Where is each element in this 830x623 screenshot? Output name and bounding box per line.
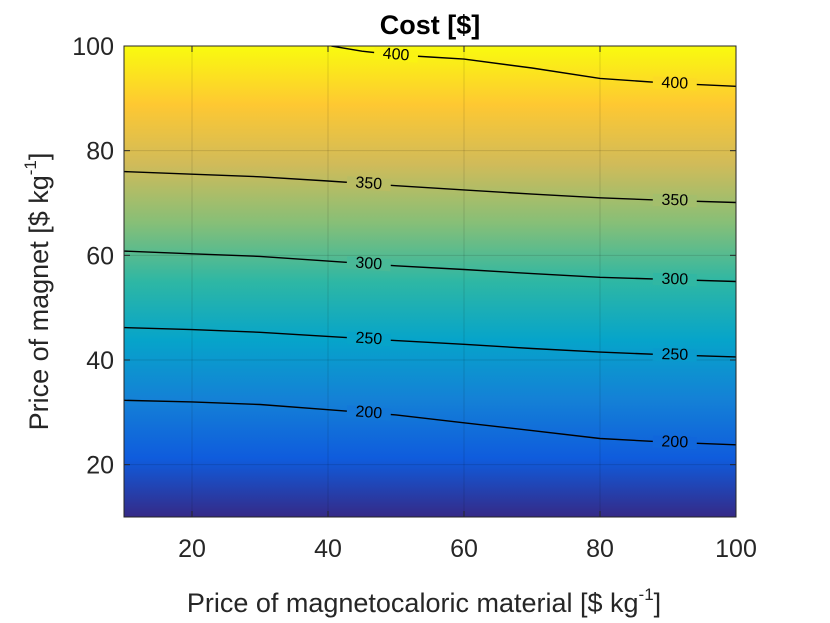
contour-label-gap — [652, 193, 697, 208]
y-axis-label-main: Price of magnet [$ kg — [24, 175, 54, 430]
plot-frame — [123, 45, 737, 518]
contour-label-text: 300 — [355, 254, 383, 273]
y-tick-label: 100 — [72, 33, 114, 61]
y-tick-label: 60 — [86, 242, 114, 270]
contour-label-text: 300 — [661, 271, 688, 289]
x-axis-label-end: ] — [654, 588, 662, 618]
x-tick-label: 20 — [178, 535, 206, 563]
y-tick-label: 80 — [86, 138, 114, 166]
x-axis-label: Price of magnetocaloric material [$ kg-1… — [187, 585, 661, 618]
contour-label-250: 250 — [652, 346, 697, 364]
contour-label-gap — [373, 47, 419, 63]
contour-label-250: 250 — [346, 330, 392, 349]
contour-label-gap — [346, 256, 392, 272]
contour-label-400: 400 — [373, 45, 419, 65]
contour-label-gap — [346, 331, 392, 347]
chart-title: Cost [$] — [380, 10, 481, 40]
contour-label-350: 350 — [346, 174, 392, 193]
contour-line-350 — [124, 170, 736, 204]
contour-label-gap — [652, 435, 698, 450]
axis-ticks: 20 40 60 80 100 20 40 60 80 100 — [72, 33, 757, 563]
contour-label-350: 350 — [652, 192, 697, 210]
contour-label-400: 400 — [652, 74, 698, 93]
x-tick-label: 40 — [314, 535, 342, 563]
x-axis-label-main: Price of magnetocaloric material [$ kg — [187, 588, 639, 618]
contour-label-text: 200 — [661, 433, 688, 451]
y-axis-label: Price of magnet [$ kg-1] — [21, 153, 54, 431]
contour-line-250 — [124, 326, 736, 358]
contour-line-400 — [331, 46, 736, 87]
contour-line-300 — [124, 250, 736, 283]
contour-label-200: 200 — [346, 403, 392, 422]
y-tick-label: 40 — [86, 347, 114, 375]
contour-label-text: 250 — [355, 330, 383, 349]
y-axis-label-end: ] — [24, 153, 54, 161]
contour-label-300: 300 — [652, 271, 697, 289]
contour-label-text: 350 — [661, 192, 688, 210]
contour-label-gap — [652, 348, 697, 362]
heatmap-surface — [124, 46, 736, 517]
y-axis-label-sup: -1 — [21, 160, 40, 175]
contour-label-300: 300 — [346, 254, 392, 273]
contour-label-gap — [652, 76, 698, 91]
contour-labels: 200 200 250 250 300 300 350 350 400 400 — [346, 45, 698, 451]
x-tick-label: 60 — [450, 535, 478, 563]
contour-label-gap — [346, 176, 392, 192]
x-tick-label: 80 — [586, 535, 614, 563]
x-axis-label-sup: -1 — [639, 585, 654, 604]
contour-label-gap — [346, 405, 392, 421]
x-tick-label: 100 — [715, 535, 757, 563]
contour-label-gap — [652, 272, 697, 287]
contour-label-text: 250 — [661, 346, 688, 364]
contour-label-text: 400 — [661, 74, 689, 92]
contour-label-text: 200 — [355, 403, 383, 422]
contour-label-text: 400 — [382, 45, 410, 64]
contour-lines — [124, 46, 736, 446]
y-tick-label: 20 — [86, 452, 114, 480]
contour-line-200 — [124, 399, 736, 446]
contour-label-200: 200 — [652, 433, 698, 451]
contour-label-text: 350 — [355, 174, 383, 193]
